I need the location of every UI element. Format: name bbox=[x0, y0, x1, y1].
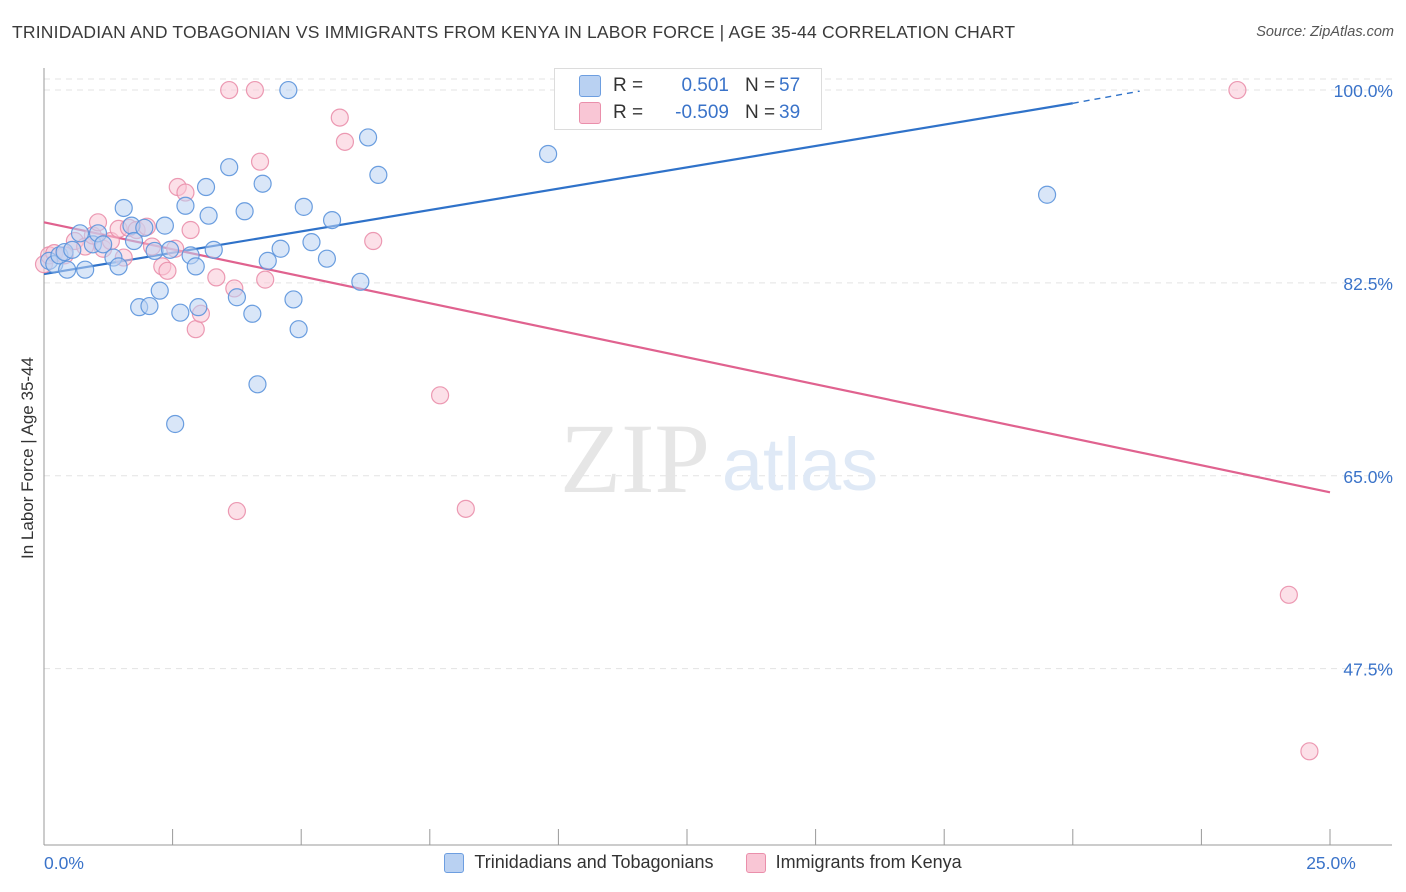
watermark-atlas: atlas bbox=[722, 423, 878, 506]
pink-data-point bbox=[250, 152, 270, 171]
blue-data-point bbox=[58, 260, 77, 279]
blue-data-point bbox=[539, 144, 558, 164]
blue-data-point bbox=[150, 281, 169, 300]
blue-data-point bbox=[279, 80, 298, 100]
pink-series-swatch bbox=[579, 102, 601, 124]
blue-data-point bbox=[271, 239, 290, 258]
r-value: 0.501 bbox=[681, 75, 729, 96]
stats-row-pink: R = -0.509 N = 39 bbox=[579, 102, 800, 124]
x-tick-label: 0.0% bbox=[44, 853, 84, 873]
blue-data-point bbox=[1037, 185, 1057, 204]
pink-data-point bbox=[207, 268, 226, 287]
tick-labels: 100.0% 82.5% 65.0% 47.5% 0.0% 25.0% bbox=[44, 81, 1393, 873]
pink-data-point bbox=[364, 231, 383, 251]
n-value: 57 bbox=[779, 75, 801, 96]
x-tick-label: 25.0% bbox=[1306, 853, 1356, 873]
pink-data-point bbox=[158, 261, 177, 280]
blue-data-point bbox=[235, 202, 254, 221]
pink-data-point bbox=[186, 320, 205, 339]
blue-data-point bbox=[140, 296, 159, 316]
blue-data-point bbox=[70, 224, 90, 243]
blue-data-point bbox=[63, 240, 82, 259]
blue-data-point bbox=[253, 174, 272, 193]
blue-data-point bbox=[248, 375, 267, 394]
blue-data-point bbox=[176, 196, 195, 215]
correlation-stats-box: R = 0.501 N = 57 R = -0.509 N = 39 bbox=[554, 68, 822, 130]
blue-data-point bbox=[135, 218, 154, 237]
legend: Trinidadians and Tobagonians Immigrants … bbox=[0, 852, 1406, 873]
stats-row-blue: R = 0.501 N = 57 bbox=[579, 75, 800, 97]
blue-data-point bbox=[171, 303, 190, 322]
watermark: ZIP atlas bbox=[560, 403, 878, 514]
blue-data-point bbox=[199, 206, 218, 225]
blue-data-point bbox=[284, 290, 303, 309]
legend-label: Immigrants from Kenya bbox=[775, 852, 962, 872]
pink-data-point bbox=[430, 386, 450, 405]
blue-data-point bbox=[227, 288, 246, 307]
blue-data-point bbox=[358, 128, 378, 147]
y-tick-label: 100.0% bbox=[1334, 81, 1393, 101]
legend-swatch-pink bbox=[745, 852, 766, 873]
watermark-zip: ZIP bbox=[560, 403, 710, 514]
y-tick-label: 47.5% bbox=[1343, 660, 1393, 680]
chart-title: TRINIDADIAN AND TOBAGONIAN VS IMMIGRANTS… bbox=[12, 22, 1016, 42]
blue-data-point bbox=[166, 414, 185, 434]
blue-series-swatch bbox=[579, 75, 601, 97]
blue-data-point bbox=[294, 197, 313, 216]
legend-item-kenya[interactable]: Immigrants from Kenya bbox=[745, 852, 962, 873]
blue-data-point bbox=[243, 304, 262, 323]
blue-data-point bbox=[220, 158, 239, 177]
n-label: N = bbox=[745, 102, 776, 123]
blue-data-point bbox=[76, 260, 95, 279]
blue-data-point bbox=[204, 240, 223, 259]
pink-data-point bbox=[227, 501, 246, 521]
pink-data-point bbox=[256, 270, 275, 289]
y-axis-label: In Labor Force | Age 35-44 bbox=[18, 357, 37, 559]
axes bbox=[43, 68, 1392, 846]
blue-data-point bbox=[155, 216, 174, 235]
pink-data-point bbox=[1279, 585, 1298, 604]
source-credit: Source: ZipAtlas.com bbox=[1256, 24, 1394, 40]
pink-data-point bbox=[330, 108, 349, 127]
blue-data-point bbox=[369, 165, 388, 185]
blue-data-point bbox=[189, 298, 208, 317]
blue-data-point bbox=[317, 249, 337, 268]
legend-item-trinidadians[interactable]: Trinidadians and Tobagonians bbox=[444, 852, 714, 873]
pink-data-point bbox=[1228, 80, 1247, 100]
y-tick-label: 65.0% bbox=[1343, 467, 1393, 487]
blue-data-point bbox=[196, 177, 216, 197]
blue-data-point bbox=[351, 272, 370, 291]
blue-data-point bbox=[258, 251, 277, 270]
n-value: 39 bbox=[779, 102, 801, 123]
r-value: -0.509 bbox=[675, 102, 729, 123]
legend-label: Trinidadians and Tobagonians bbox=[474, 852, 714, 872]
blue-data-point bbox=[160, 240, 180, 259]
blue-data-point bbox=[289, 320, 308, 339]
blue-data-point bbox=[145, 241, 164, 261]
blue-data-point bbox=[124, 231, 144, 251]
pink-data-point bbox=[220, 80, 239, 100]
blue-data-point bbox=[114, 198, 133, 218]
blue-data-point bbox=[302, 233, 321, 252]
n-label: N = bbox=[745, 75, 776, 96]
r-label: R = bbox=[613, 102, 644, 123]
pink-data-point bbox=[181, 220, 200, 240]
data-points bbox=[34, 80, 1319, 761]
pink-data-point bbox=[335, 132, 355, 151]
blue-data-point bbox=[94, 235, 113, 254]
pink-data-point bbox=[245, 80, 265, 100]
grid-lines bbox=[44, 78, 1392, 670]
blue-data-point bbox=[109, 257, 128, 276]
y-tick-label: 82.5% bbox=[1343, 274, 1393, 294]
pink-data-point bbox=[1300, 742, 1319, 761]
blue-data-point bbox=[186, 257, 205, 276]
blue-trend-extension bbox=[1072, 90, 1140, 104]
blue-data-point bbox=[322, 210, 342, 230]
legend-swatch-blue bbox=[444, 852, 465, 873]
r-label: R = bbox=[613, 75, 644, 96]
pink-data-point bbox=[456, 499, 475, 518]
pink-trend-line bbox=[43, 221, 1331, 494]
